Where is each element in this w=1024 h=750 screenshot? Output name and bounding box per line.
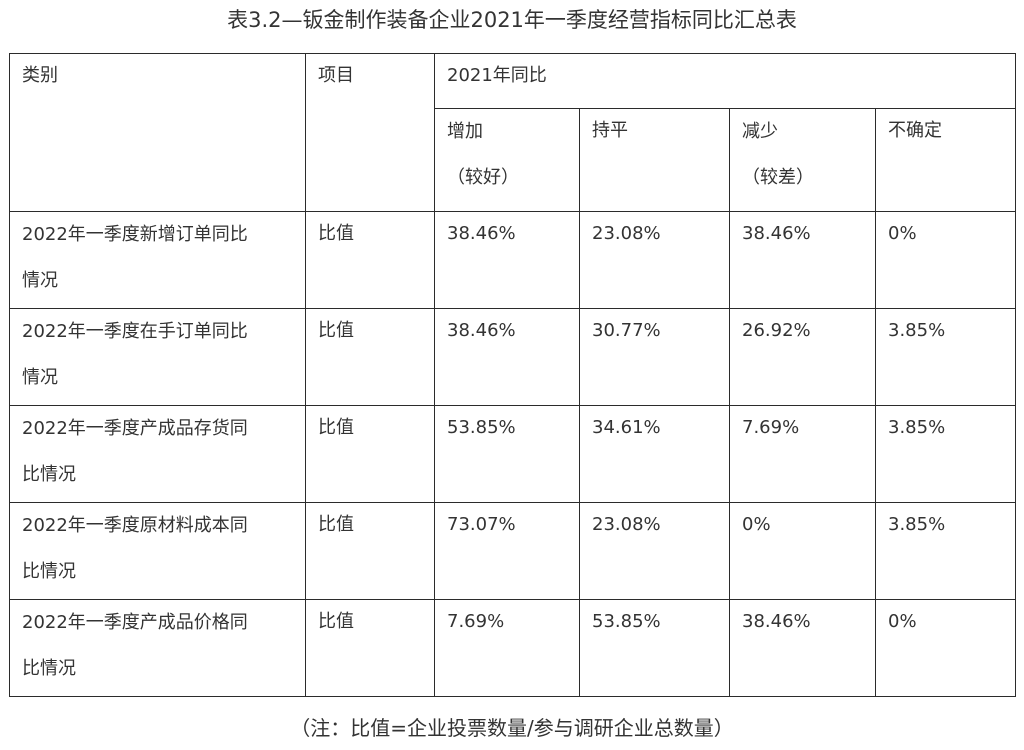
- header-decrease: 减少 （较差）: [729, 108, 876, 212]
- header-group: 2021年同比: [434, 53, 1016, 109]
- footnote: （注：比值=企业投票数量/参与调研企业总数量）: [290, 716, 734, 740]
- table-row: 2022年一季度原材料成本同 比情况 比值 73.07% 23.08% 0% 3…: [9, 502, 1016, 600]
- row-increase: 73.07%: [434, 502, 580, 600]
- row-category-line2: 比情况: [22, 561, 76, 582]
- row-increase: 38.46%: [434, 211, 580, 309]
- row-decrease: 0%: [729, 502, 876, 600]
- row-flat: 23.08%: [579, 211, 730, 309]
- header-category: 类别: [9, 53, 306, 212]
- header-flat: 持平: [579, 108, 730, 212]
- row-category-line1: 2022年一季度产成品价格同: [22, 612, 248, 633]
- row-uncertain: 3.85%: [875, 308, 1016, 406]
- table-title: 表3.2—钣金制作装备企业2021年一季度经营指标同比汇总表: [227, 8, 797, 32]
- row-item: 比值: [305, 308, 435, 406]
- row-uncertain: 0%: [875, 599, 1016, 697]
- row-category-line1: 2022年一季度在手订单同比: [22, 321, 248, 342]
- row-category: 2022年一季度在手订单同比 情况: [9, 308, 306, 406]
- row-item: 比值: [305, 211, 435, 309]
- table-row: 2022年一季度在手订单同比 情况 比值 38.46% 30.77% 26.92…: [9, 308, 1016, 406]
- row-flat: 30.77%: [579, 308, 730, 406]
- row-category: 2022年一季度新增订单同比 情况: [9, 211, 306, 309]
- table-row: 2022年一季度产成品价格同 比情况 比值 7.69% 53.85% 38.46…: [9, 599, 1016, 697]
- row-increase: 38.46%: [434, 308, 580, 406]
- row-item: 比值: [305, 405, 435, 503]
- table-row: 2022年一季度产成品存货同 比情况 比值 53.85% 34.61% 7.69…: [9, 405, 1016, 503]
- header-decrease-label: 减少: [742, 121, 778, 142]
- row-category-line2: 情况: [22, 367, 58, 388]
- summary-table: 类别 项目 2021年同比 增加 （较好） 持平 减少 （较差） 不确定 202…: [9, 53, 1016, 697]
- header-increase-label: 增加: [447, 121, 483, 142]
- row-category-line2: 比情况: [22, 464, 76, 485]
- row-category: 2022年一季度产成品价格同 比情况: [9, 599, 306, 697]
- row-category-line2: 情况: [22, 270, 58, 291]
- header-row-sub: 增加 （较好） 持平 减少 （较差） 不确定: [10, 108, 1016, 212]
- row-increase: 53.85%: [434, 405, 580, 503]
- row-uncertain: 3.85%: [875, 405, 1016, 503]
- row-category: 2022年一季度产成品存货同 比情况: [9, 405, 306, 503]
- header-row-top: 类别 项目 2021年同比: [9, 53, 1016, 212]
- row-decrease: 38.46%: [729, 211, 876, 309]
- row-increase: 7.69%: [434, 599, 580, 697]
- row-flat: 34.61%: [579, 405, 730, 503]
- row-uncertain: 3.85%: [875, 502, 1016, 600]
- row-item: 比值: [305, 599, 435, 697]
- header-item: 项目: [305, 53, 435, 212]
- row-decrease: 26.92%: [729, 308, 876, 406]
- row-item: 比值: [305, 502, 435, 600]
- row-decrease: 7.69%: [729, 405, 876, 503]
- header-uncertain: 不确定: [875, 108, 1016, 212]
- table-row: 2022年一季度新增订单同比 情况 比值 38.46% 23.08% 38.46…: [9, 211, 1016, 309]
- header-increase-note: （较好）: [447, 167, 519, 188]
- header-decrease-note: （较差）: [742, 167, 814, 188]
- header-increase: 增加 （较好）: [434, 108, 580, 212]
- row-category-line2: 比情况: [22, 658, 76, 679]
- row-category-line1: 2022年一季度产成品存货同: [22, 418, 248, 439]
- row-category: 2022年一季度原材料成本同 比情况: [9, 502, 306, 600]
- row-category-line1: 2022年一季度原材料成本同: [22, 515, 248, 536]
- row-flat: 23.08%: [579, 502, 730, 600]
- row-uncertain: 0%: [875, 211, 1016, 309]
- row-flat: 53.85%: [579, 599, 730, 697]
- row-category-line1: 2022年一季度新增订单同比: [22, 224, 248, 245]
- row-decrease: 38.46%: [729, 599, 876, 697]
